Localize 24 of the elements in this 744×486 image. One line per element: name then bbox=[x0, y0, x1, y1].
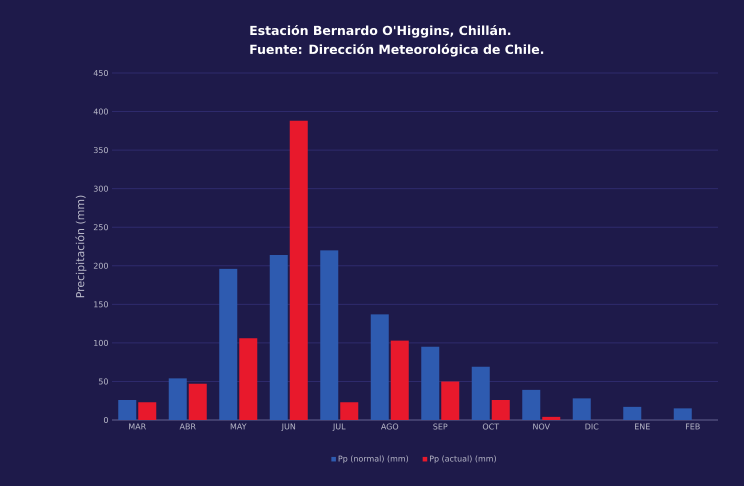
bar bbox=[572, 398, 591, 420]
bar bbox=[118, 400, 136, 420]
bar bbox=[370, 314, 389, 420]
bar bbox=[188, 384, 207, 420]
bar bbox=[390, 340, 409, 420]
bar bbox=[320, 250, 338, 420]
bar bbox=[421, 346, 440, 420]
bar bbox=[623, 406, 642, 420]
bar bbox=[674, 408, 692, 420]
chart-subtitle: Fuente: Dirección Meteorológica de Chile. bbox=[250, 44, 544, 57]
bar bbox=[522, 390, 540, 420]
bar bbox=[542, 416, 560, 420]
bar bbox=[168, 378, 187, 420]
bar bbox=[441, 381, 460, 420]
bar bbox=[492, 400, 510, 420]
bar bbox=[270, 254, 288, 420]
y-axis-title: Precipitación (mm) bbox=[75, 196, 86, 298]
bar bbox=[340, 402, 358, 420]
bar bbox=[219, 268, 238, 420]
chart-title: Estación Bernardo O'Higgins, Chillán. bbox=[250, 24, 510, 38]
bar bbox=[138, 402, 156, 420]
bar bbox=[290, 120, 308, 420]
bar bbox=[239, 338, 258, 420]
bar bbox=[472, 366, 490, 420]
